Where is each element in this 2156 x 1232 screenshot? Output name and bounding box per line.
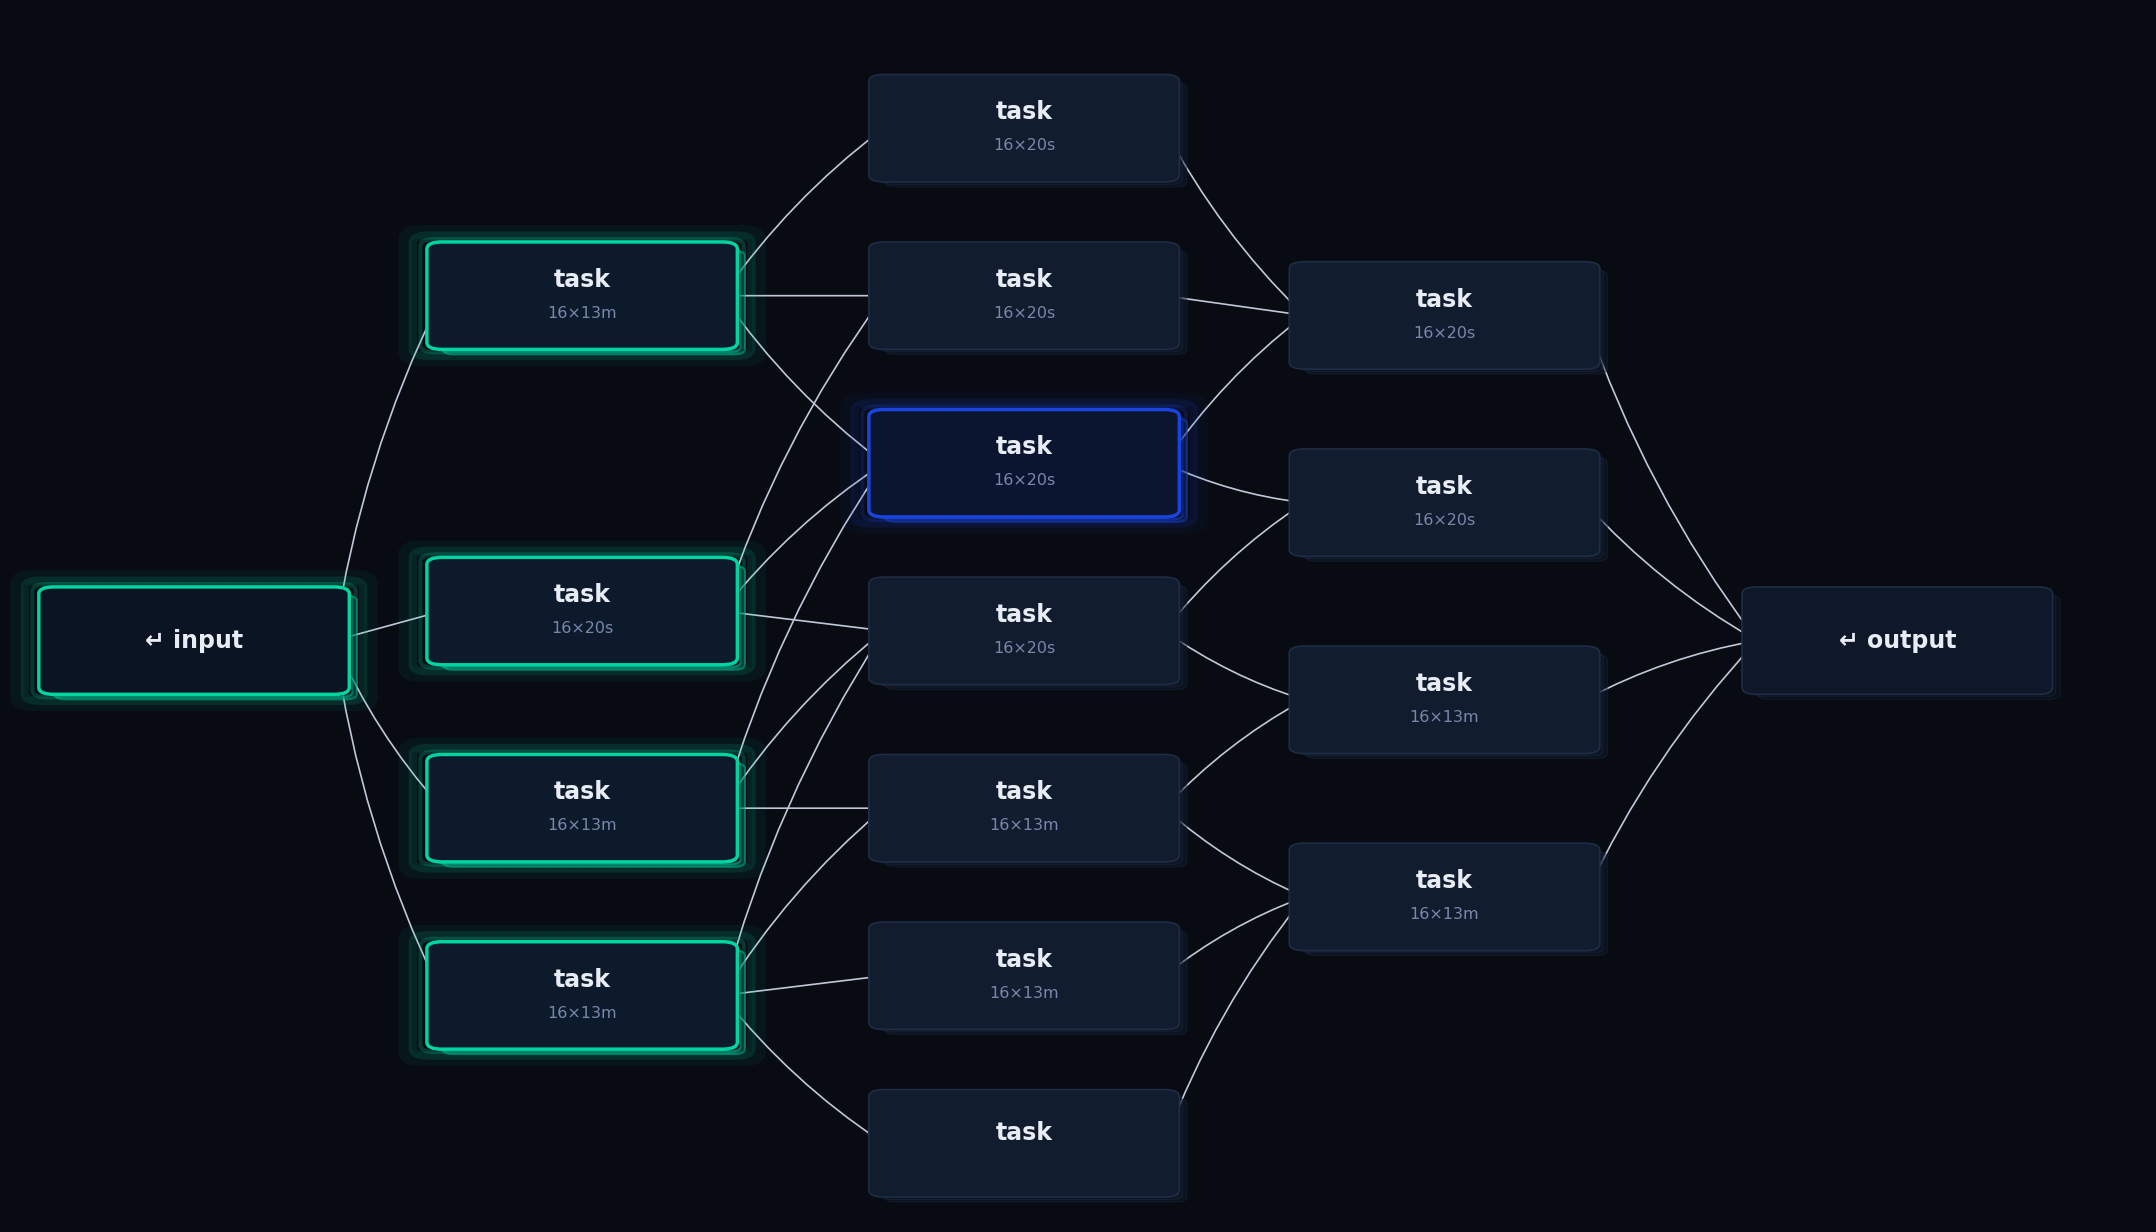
Text: task: task xyxy=(1416,869,1473,893)
FancyBboxPatch shape xyxy=(444,251,746,355)
Text: 16×20s: 16×20s xyxy=(994,138,1054,153)
FancyBboxPatch shape xyxy=(1302,269,1604,372)
FancyBboxPatch shape xyxy=(1302,850,1604,954)
Text: task: task xyxy=(996,780,1052,804)
FancyBboxPatch shape xyxy=(882,1096,1184,1200)
FancyBboxPatch shape xyxy=(1298,848,1600,951)
FancyBboxPatch shape xyxy=(875,759,1179,862)
FancyBboxPatch shape xyxy=(869,1089,1179,1198)
FancyBboxPatch shape xyxy=(882,416,1184,520)
Text: ↵ output: ↵ output xyxy=(1839,628,1955,653)
FancyBboxPatch shape xyxy=(1759,596,2061,700)
FancyBboxPatch shape xyxy=(427,241,737,350)
FancyBboxPatch shape xyxy=(1289,448,1600,557)
Text: 16×20s: 16×20s xyxy=(994,641,1054,655)
FancyBboxPatch shape xyxy=(427,941,737,1050)
FancyBboxPatch shape xyxy=(436,562,737,665)
FancyBboxPatch shape xyxy=(886,586,1188,690)
Text: 16×13m: 16×13m xyxy=(548,1005,617,1020)
FancyBboxPatch shape xyxy=(886,764,1188,867)
Text: task: task xyxy=(996,602,1052,627)
Text: 16×13m: 16×13m xyxy=(990,818,1059,833)
FancyBboxPatch shape xyxy=(1298,266,1600,370)
Text: task: task xyxy=(1416,474,1473,499)
FancyBboxPatch shape xyxy=(444,567,746,670)
Text: task: task xyxy=(1416,287,1473,312)
FancyBboxPatch shape xyxy=(875,79,1179,182)
Text: 16×20s: 16×20s xyxy=(994,306,1054,320)
Text: 16×20s: 16×20s xyxy=(1414,513,1475,527)
FancyBboxPatch shape xyxy=(47,591,349,695)
Text: 16×20s: 16×20s xyxy=(994,473,1054,488)
FancyBboxPatch shape xyxy=(1307,853,1608,956)
FancyBboxPatch shape xyxy=(1755,594,2057,697)
FancyBboxPatch shape xyxy=(886,251,1188,355)
FancyBboxPatch shape xyxy=(882,584,1184,687)
Text: 16×13m: 16×13m xyxy=(548,818,617,833)
FancyBboxPatch shape xyxy=(39,586,349,695)
FancyBboxPatch shape xyxy=(886,1099,1188,1202)
FancyBboxPatch shape xyxy=(869,74,1179,182)
FancyBboxPatch shape xyxy=(1302,653,1604,756)
FancyBboxPatch shape xyxy=(1307,458,1608,562)
FancyBboxPatch shape xyxy=(444,951,746,1055)
FancyBboxPatch shape xyxy=(440,761,742,865)
FancyBboxPatch shape xyxy=(1307,271,1608,375)
Text: 16×20s: 16×20s xyxy=(1414,325,1475,340)
FancyBboxPatch shape xyxy=(427,754,737,862)
FancyBboxPatch shape xyxy=(886,931,1188,1035)
FancyBboxPatch shape xyxy=(1289,843,1600,951)
FancyBboxPatch shape xyxy=(1751,591,2053,695)
FancyBboxPatch shape xyxy=(444,764,746,867)
FancyBboxPatch shape xyxy=(875,1094,1179,1198)
FancyBboxPatch shape xyxy=(56,596,358,700)
FancyBboxPatch shape xyxy=(869,409,1179,517)
Text: task: task xyxy=(554,967,610,992)
FancyBboxPatch shape xyxy=(1298,650,1600,754)
FancyBboxPatch shape xyxy=(882,929,1184,1032)
FancyBboxPatch shape xyxy=(427,557,737,665)
FancyBboxPatch shape xyxy=(882,761,1184,865)
Text: 16×13m: 16×13m xyxy=(1410,710,1479,724)
FancyBboxPatch shape xyxy=(875,582,1179,685)
FancyBboxPatch shape xyxy=(52,594,354,697)
Text: task: task xyxy=(996,1121,1052,1146)
FancyBboxPatch shape xyxy=(875,246,1179,350)
FancyBboxPatch shape xyxy=(875,926,1179,1030)
FancyBboxPatch shape xyxy=(875,414,1179,517)
Text: 16×20s: 16×20s xyxy=(552,621,612,636)
FancyBboxPatch shape xyxy=(886,84,1188,187)
Text: task: task xyxy=(554,780,610,804)
FancyBboxPatch shape xyxy=(1289,261,1600,370)
FancyBboxPatch shape xyxy=(440,249,742,352)
Text: 16×13m: 16×13m xyxy=(548,306,617,320)
FancyBboxPatch shape xyxy=(440,564,742,668)
FancyBboxPatch shape xyxy=(882,81,1184,185)
Text: task: task xyxy=(996,267,1052,292)
FancyBboxPatch shape xyxy=(1307,655,1608,759)
FancyBboxPatch shape xyxy=(869,241,1179,350)
Text: task: task xyxy=(1416,671,1473,696)
FancyBboxPatch shape xyxy=(1302,456,1604,559)
FancyBboxPatch shape xyxy=(882,249,1184,352)
FancyBboxPatch shape xyxy=(436,759,737,862)
FancyBboxPatch shape xyxy=(440,949,742,1052)
Text: 16×13m: 16×13m xyxy=(1410,907,1479,922)
FancyBboxPatch shape xyxy=(436,246,737,350)
Text: task: task xyxy=(554,267,610,292)
Text: ↵ input: ↵ input xyxy=(144,628,244,653)
FancyBboxPatch shape xyxy=(869,922,1179,1030)
FancyBboxPatch shape xyxy=(869,577,1179,685)
FancyBboxPatch shape xyxy=(1742,586,2053,695)
Text: task: task xyxy=(996,100,1052,124)
FancyBboxPatch shape xyxy=(1298,453,1600,557)
FancyBboxPatch shape xyxy=(886,419,1188,522)
Text: 16×13m: 16×13m xyxy=(990,986,1059,1000)
Text: task: task xyxy=(996,435,1052,460)
FancyBboxPatch shape xyxy=(436,946,737,1050)
Text: task: task xyxy=(996,947,1052,972)
Text: task: task xyxy=(554,583,610,607)
FancyBboxPatch shape xyxy=(869,754,1179,862)
FancyBboxPatch shape xyxy=(1289,646,1600,754)
